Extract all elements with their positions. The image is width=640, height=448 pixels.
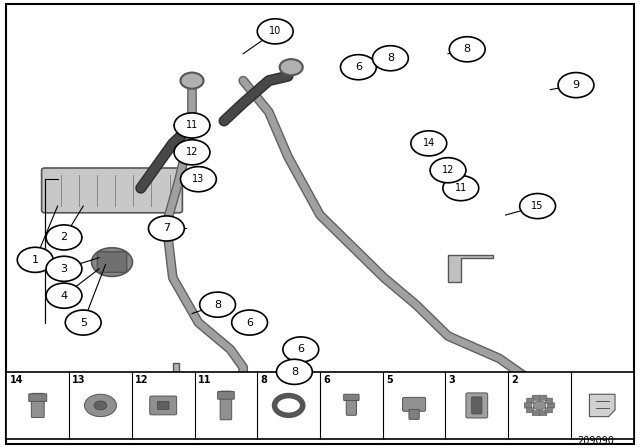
Text: 14: 14 [422,138,435,148]
Circle shape [520,194,556,219]
FancyBboxPatch shape [526,408,534,413]
Text: 11: 11 [454,183,467,193]
Circle shape [84,394,116,417]
Text: 5: 5 [80,318,86,327]
Circle shape [533,401,546,410]
Polygon shape [448,255,493,282]
FancyBboxPatch shape [472,397,482,414]
Circle shape [46,225,82,250]
Text: 4: 4 [60,291,68,301]
Text: 12: 12 [442,165,454,175]
FancyBboxPatch shape [545,408,553,413]
Text: 3: 3 [61,264,67,274]
Text: 14: 14 [10,375,23,385]
FancyBboxPatch shape [403,397,426,411]
Circle shape [46,283,82,308]
FancyBboxPatch shape [409,409,419,419]
Circle shape [180,167,216,192]
Circle shape [257,19,293,44]
FancyBboxPatch shape [6,372,634,439]
Circle shape [174,113,210,138]
FancyBboxPatch shape [220,391,232,420]
FancyBboxPatch shape [540,410,547,416]
Circle shape [94,401,107,410]
Text: 13: 13 [72,375,86,385]
Text: 9: 9 [572,80,580,90]
FancyBboxPatch shape [157,401,169,409]
Circle shape [92,248,132,276]
FancyBboxPatch shape [31,393,44,418]
Text: 6: 6 [298,345,304,354]
Text: 8: 8 [463,44,471,54]
Text: 8: 8 [214,300,221,310]
Circle shape [17,247,53,272]
FancyBboxPatch shape [344,394,359,401]
FancyBboxPatch shape [532,395,540,401]
Circle shape [276,359,312,384]
Text: 2: 2 [511,375,518,385]
Text: 12: 12 [135,375,148,385]
Text: 11: 11 [186,121,198,130]
Circle shape [443,176,479,201]
FancyBboxPatch shape [218,392,234,399]
Circle shape [180,73,204,89]
Text: 15: 15 [531,201,544,211]
Text: 6: 6 [246,318,253,327]
FancyBboxPatch shape [545,398,553,403]
FancyBboxPatch shape [466,393,488,418]
Text: 8: 8 [387,53,394,63]
FancyBboxPatch shape [547,403,555,408]
Text: 12: 12 [186,147,198,157]
Circle shape [424,388,447,405]
Circle shape [46,256,82,281]
Text: 8: 8 [260,375,268,385]
FancyBboxPatch shape [346,396,356,415]
Circle shape [488,395,511,411]
Text: 6: 6 [355,62,362,72]
Polygon shape [173,363,211,394]
Circle shape [430,158,466,183]
FancyBboxPatch shape [524,403,532,408]
Text: 3: 3 [449,375,456,385]
Text: 1: 1 [32,255,38,265]
Text: 209090: 209090 [577,436,614,446]
FancyBboxPatch shape [433,386,463,405]
Text: 6: 6 [323,375,330,385]
Circle shape [283,337,319,362]
FancyBboxPatch shape [97,252,127,272]
Circle shape [558,73,594,98]
Text: 13: 13 [192,174,205,184]
Text: 10: 10 [269,26,282,36]
FancyBboxPatch shape [526,398,534,403]
Circle shape [148,216,184,241]
Circle shape [200,292,236,317]
FancyBboxPatch shape [484,388,527,409]
Text: 2: 2 [60,233,68,242]
FancyBboxPatch shape [29,394,47,401]
Circle shape [411,131,447,156]
Circle shape [280,59,303,75]
Text: 5: 5 [386,375,393,385]
Circle shape [372,46,408,71]
FancyBboxPatch shape [532,410,540,416]
FancyBboxPatch shape [540,395,547,401]
Circle shape [174,140,210,165]
Polygon shape [589,394,615,417]
Circle shape [340,55,376,80]
Circle shape [449,37,485,62]
Circle shape [232,310,268,335]
Text: 8: 8 [291,367,298,377]
FancyBboxPatch shape [150,396,177,415]
Text: 7: 7 [163,224,170,233]
FancyBboxPatch shape [42,168,182,213]
Text: 11: 11 [198,375,211,385]
Circle shape [65,310,101,335]
